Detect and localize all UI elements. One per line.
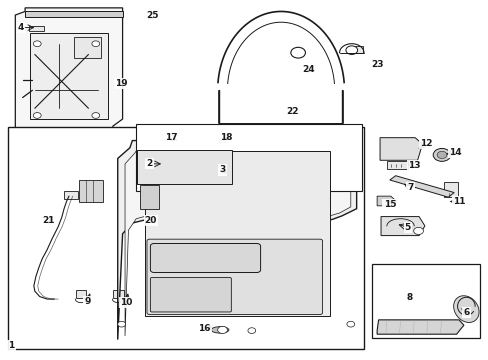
Polygon shape [15, 8, 122, 137]
Circle shape [207, 297, 211, 300]
Circle shape [170, 289, 174, 292]
Ellipse shape [211, 327, 228, 333]
Text: 18: 18 [219, 133, 232, 142]
Bar [392, 142, 397, 157]
Circle shape [207, 289, 211, 292]
Bar [113, 291, 123, 298]
Circle shape [183, 305, 186, 308]
Text: 22: 22 [285, 107, 298, 116]
Circle shape [247, 328, 255, 333]
Bar [64, 192, 78, 199]
Circle shape [33, 41, 41, 46]
Text: 20: 20 [144, 216, 157, 225]
Circle shape [170, 297, 174, 300]
Circle shape [432, 148, 450, 161]
Text: 7: 7 [407, 183, 413, 192]
Bar [386, 161, 407, 168]
Bar [144, 151, 329, 316]
Text: 12: 12 [419, 139, 431, 148]
Circle shape [143, 148, 151, 154]
Bar [29, 26, 43, 31]
Text: 5: 5 [404, 223, 410, 232]
Bar [76, 291, 86, 298]
Polygon shape [380, 217, 424, 235]
Text: 14: 14 [448, 148, 461, 157]
Bar [137, 149, 232, 184]
Circle shape [195, 305, 199, 308]
Text: 24: 24 [302, 65, 315, 74]
Circle shape [158, 297, 162, 300]
Bar [74, 37, 101, 58]
Circle shape [224, 167, 233, 173]
Circle shape [345, 46, 357, 54]
Bar [444, 182, 457, 197]
Circle shape [290, 47, 305, 58]
Text: 21: 21 [42, 216, 55, 225]
Bar [8, 127, 363, 349]
Circle shape [183, 289, 186, 292]
Polygon shape [389, 176, 453, 197]
Bar [385, 142, 390, 157]
Text: 16: 16 [198, 324, 210, 333]
Circle shape [195, 289, 199, 292]
Polygon shape [376, 196, 396, 206]
Text: 4: 4 [18, 23, 24, 32]
Circle shape [158, 305, 162, 308]
Text: 15: 15 [383, 200, 395, 209]
Bar [79, 180, 103, 202]
Bar [371, 264, 479, 338]
Circle shape [217, 326, 227, 333]
Bar [406, 142, 410, 157]
Text: 11: 11 [452, 197, 465, 206]
Polygon shape [376, 320, 463, 334]
Text: 8: 8 [406, 293, 411, 302]
Circle shape [92, 113, 100, 118]
Text: 19: 19 [115, 80, 128, 89]
Bar [136, 125, 361, 191]
Bar [351, 46, 362, 53]
Text: 9: 9 [84, 297, 90, 306]
Text: 10: 10 [120, 298, 132, 307]
Circle shape [33, 113, 41, 118]
Bar [399, 142, 404, 157]
Bar [140, 185, 159, 209]
Polygon shape [118, 140, 356, 339]
Text: 17: 17 [165, 133, 177, 142]
Bar [142, 169, 163, 180]
Text: 3: 3 [219, 166, 225, 175]
Bar [30, 33, 108, 119]
Polygon shape [125, 146, 350, 336]
Bar [166, 135, 178, 143]
Circle shape [170, 168, 182, 177]
Polygon shape [379, 138, 422, 160]
Bar [25, 12, 122, 17]
Circle shape [118, 321, 125, 327]
Ellipse shape [453, 296, 478, 323]
Circle shape [436, 151, 446, 158]
Circle shape [207, 305, 211, 308]
Circle shape [158, 289, 162, 292]
Circle shape [170, 305, 174, 308]
FancyBboxPatch shape [150, 243, 260, 273]
Circle shape [183, 297, 186, 300]
Circle shape [92, 41, 100, 46]
FancyBboxPatch shape [150, 278, 231, 312]
Circle shape [163, 160, 173, 167]
Text: 1: 1 [8, 341, 15, 350]
Text: 6: 6 [462, 308, 468, 317]
Circle shape [195, 297, 199, 300]
FancyBboxPatch shape [147, 239, 322, 315]
Text: 13: 13 [407, 161, 420, 170]
Bar [215, 134, 235, 146]
Text: 25: 25 [146, 11, 159, 20]
Text: 23: 23 [370, 60, 383, 69]
Text: 2: 2 [146, 159, 152, 168]
Circle shape [413, 227, 423, 234]
Circle shape [346, 321, 354, 327]
